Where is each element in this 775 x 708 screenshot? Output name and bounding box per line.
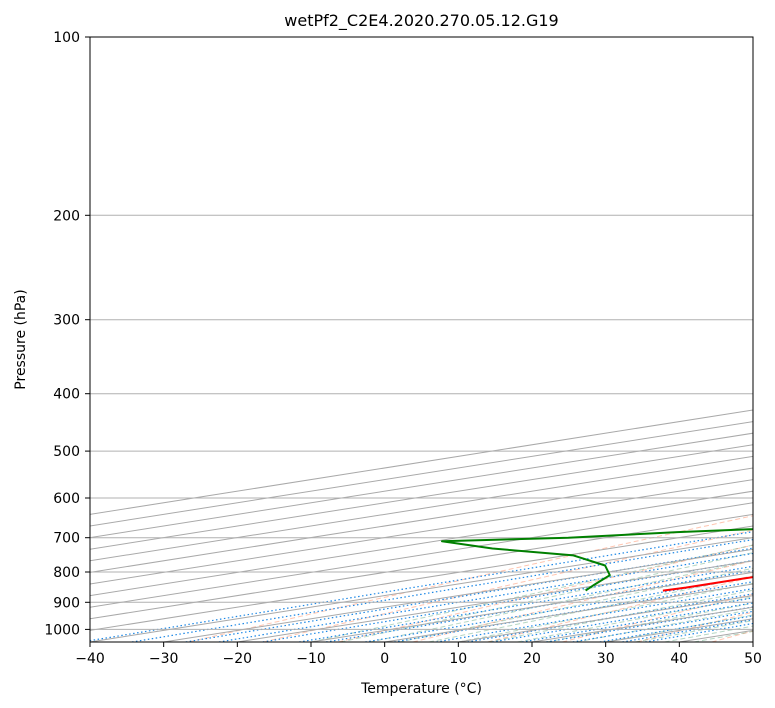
y-tick-label: 900 — [53, 595, 80, 611]
mixing-ratio-line — [131, 538, 753, 642]
x-tick-label: 0 — [380, 651, 389, 667]
isotherm — [90, 455, 753, 562]
mixing-ratio-line — [492, 597, 753, 642]
y-tick-label: 600 — [53, 491, 80, 507]
dewpoint-profile-line — [441, 528, 753, 592]
moist-adiabat — [458, 582, 753, 642]
mixing-ratio-line — [572, 610, 753, 642]
y-tick-label: 200 — [53, 208, 80, 224]
y-tick-label: 1000 — [44, 622, 80, 638]
isotherm — [90, 444, 753, 550]
mixing-ratio-line — [521, 602, 753, 642]
moist-adiabat — [340, 552, 753, 642]
plot-frame — [89, 36, 754, 643]
x-tick-label: −40 — [75, 651, 105, 667]
x-tick-label: −20 — [223, 651, 253, 667]
chart-title: wetPf2_C2E4.2020.270.05.12.G19 — [284, 11, 558, 31]
x-tick-label: 40 — [670, 651, 688, 667]
y-tick-label: 700 — [53, 531, 80, 547]
x-tick-label: 10 — [449, 651, 467, 667]
isotherm — [90, 490, 753, 597]
isotherm — [90, 513, 753, 620]
isotherm — [90, 467, 753, 573]
x-tick-label: −10 — [296, 651, 326, 667]
moist-adiabat — [487, 589, 753, 642]
x-tick-label: −30 — [149, 651, 179, 667]
x-axis-label: Temperature (°C) — [360, 681, 482, 697]
moist-adiabat — [428, 575, 753, 642]
moist-adiabat — [369, 559, 753, 642]
isotherm — [90, 537, 753, 642]
y-tick-label: 300 — [53, 313, 80, 329]
isotherm — [90, 525, 753, 631]
y-axis: 100 200 300 400 500 600 700 800 900 1000 — [44, 30, 90, 638]
dry-adiabat — [412, 560, 753, 642]
dry-adiabat — [263, 529, 753, 642]
isotherm — [90, 479, 753, 585]
y-tick-label: 800 — [53, 565, 80, 581]
x-tick-label: 30 — [597, 651, 615, 667]
profile-series — [441, 528, 753, 592]
isotherm — [90, 502, 753, 608]
pressure-gridlines — [90, 37, 753, 630]
x-tick-label: 50 — [744, 651, 762, 667]
isotherms — [90, 409, 753, 642]
y-tick-label: 500 — [53, 444, 80, 460]
y-tick-label: 100 — [53, 30, 80, 46]
mixing-ratio-line — [90, 531, 753, 642]
moist-adiabats — [310, 544, 753, 642]
y-axis-label: Pressure (hPa) — [13, 289, 29, 389]
dry-adiabats — [188, 515, 753, 642]
y-tick-label: 400 — [53, 387, 80, 403]
dry-adiabat — [562, 593, 753, 642]
x-axis: −40 −30 −20 −10 0 10 20 30 40 50 — [75, 642, 762, 667]
dry-adiabat — [188, 515, 753, 642]
x-tick-label: 20 — [523, 651, 541, 667]
